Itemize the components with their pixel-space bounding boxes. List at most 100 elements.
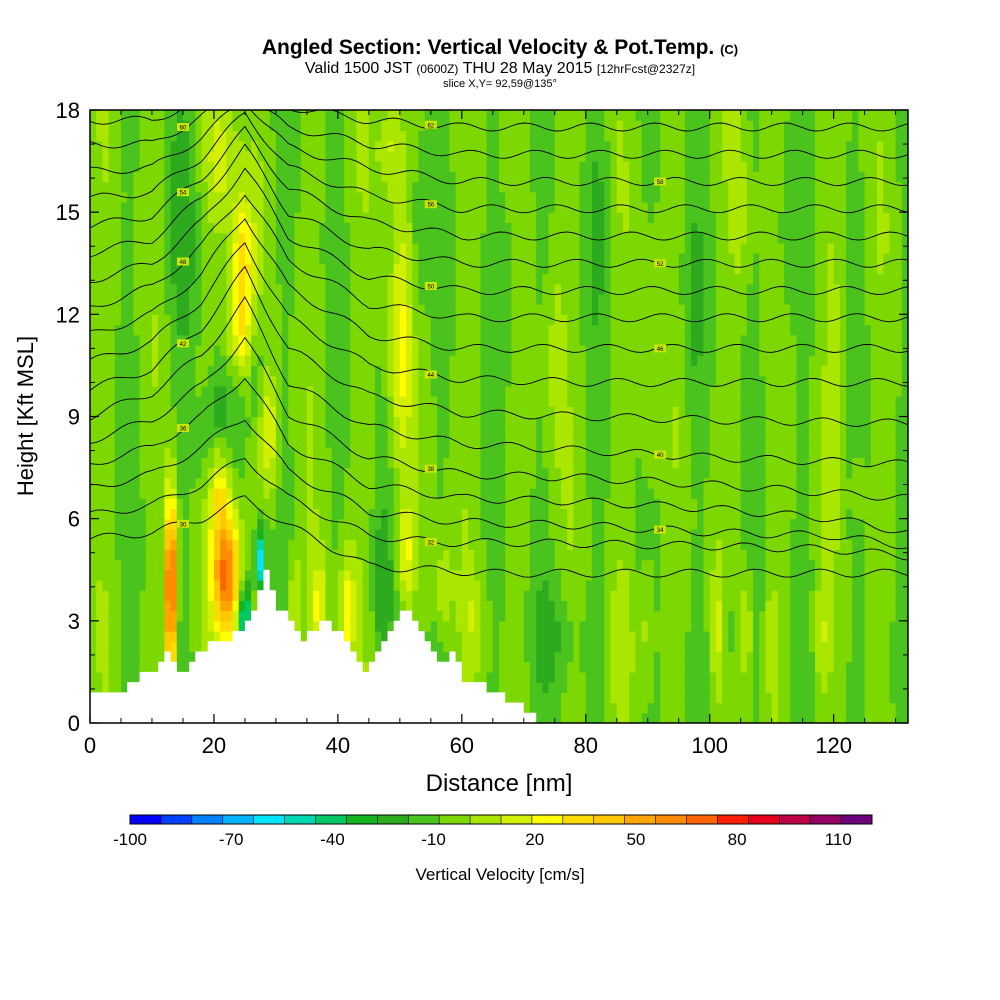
- velocity-cell: [120, 181, 128, 193]
- velocity-cell: [145, 549, 153, 561]
- velocity-cell: [399, 314, 407, 326]
- velocity-cell: [424, 579, 432, 591]
- velocity-cell: [127, 539, 134, 550]
- velocity-cell: [536, 365, 543, 377]
- velocity-cell: [164, 355, 172, 367]
- velocity-cell: [585, 528, 593, 540]
- velocity-cell: [505, 324, 512, 336]
- velocity-cell: [399, 559, 407, 571]
- velocity-cell: [139, 447, 147, 458]
- velocity-cell: [263, 293, 271, 305]
- velocity-cell: [567, 253, 574, 264]
- velocity-cell: [344, 457, 351, 469]
- velocity-cell: [133, 671, 141, 683]
- velocity-cell: [331, 508, 339, 520]
- velocity-cell: [151, 344, 159, 356]
- velocity-cell: [269, 242, 277, 254]
- velocity-cell: [145, 232, 153, 244]
- velocity-cell: [542, 334, 550, 346]
- velocity-cell: [288, 283, 296, 295]
- velocity-cell: [108, 385, 116, 397]
- velocity-cell: [244, 406, 252, 418]
- velocity-cell: [158, 304, 165, 315]
- velocity-cell: [424, 396, 432, 407]
- velocity-cell: [375, 600, 382, 612]
- velocity-cell: [195, 528, 203, 540]
- velocity-cell: [560, 130, 568, 142]
- velocity-cell: [486, 283, 494, 295]
- velocity-cell: [102, 518, 110, 530]
- velocity-cell: [585, 191, 593, 203]
- velocity-cell: [220, 355, 227, 367]
- velocity-cell: [275, 171, 283, 183]
- velocity-cell: [486, 273, 494, 285]
- velocity-cell: [474, 447, 482, 458]
- velocity-cell: [145, 222, 153, 234]
- velocity-cell: [257, 191, 265, 203]
- velocity-cell: [529, 498, 537, 510]
- velocity-cell: [523, 212, 531, 223]
- velocity-cell: [437, 579, 444, 591]
- velocity-cell: [560, 242, 568, 254]
- velocity-cell: [251, 273, 258, 285]
- velocity-cell: [523, 457, 531, 469]
- velocity-cell: [362, 396, 370, 407]
- velocity-cell: [207, 498, 215, 510]
- velocity-cell: [424, 559, 432, 571]
- velocity-cell: [244, 416, 252, 428]
- velocity-cell: [164, 242, 172, 254]
- velocity-cell: [275, 334, 283, 346]
- velocity-cell: [244, 283, 252, 295]
- velocity-cell: [158, 293, 165, 305]
- velocity-cell: [313, 140, 320, 152]
- velocity-cell: [542, 488, 550, 499]
- velocity-cell: [164, 539, 172, 550]
- velocity-cell: [319, 201, 327, 213]
- velocity-cell: [486, 600, 494, 612]
- velocity-cell: [542, 569, 550, 581]
- velocity-cell: [399, 201, 407, 213]
- velocity-cell: [275, 150, 283, 162]
- velocity-cell: [207, 222, 215, 234]
- velocity-cell: [598, 508, 605, 520]
- velocity-cell: [275, 355, 283, 367]
- velocity-cell: [232, 212, 240, 223]
- velocity-cell: [176, 488, 184, 499]
- velocity-cell: [127, 293, 134, 305]
- velocity-cell: [437, 273, 444, 285]
- velocity-cell: [412, 539, 420, 550]
- velocity-cell: [213, 140, 221, 152]
- velocity-cell: [579, 232, 587, 244]
- velocity-cell: [430, 304, 438, 315]
- velocity-cell: [567, 447, 574, 458]
- velocity-cell: [170, 232, 178, 244]
- velocity-cell: [492, 426, 500, 438]
- velocity-cell: [201, 457, 209, 469]
- velocity-cell: [120, 641, 128, 653]
- velocity-cell: [207, 416, 215, 428]
- velocity-cell: [90, 661, 97, 673]
- velocity-cell: [356, 273, 364, 285]
- velocity-cell: [213, 436, 221, 448]
- velocity-cell: [282, 334, 289, 346]
- velocity-cell: [108, 181, 116, 193]
- velocity-cell: [461, 314, 469, 326]
- velocity-cell: [294, 375, 302, 387]
- velocity-cell: [529, 293, 537, 305]
- velocity-cell: [238, 539, 246, 550]
- velocity-cell: [300, 600, 308, 612]
- velocity-cell: [300, 549, 308, 561]
- velocity-cell: [90, 651, 97, 663]
- velocity-cell: [182, 406, 190, 418]
- velocity-cell: [362, 201, 370, 213]
- velocity-cell: [492, 579, 500, 591]
- velocity-cell: [151, 304, 159, 315]
- velocity-cell: [263, 314, 271, 326]
- velocity-cell: [399, 140, 407, 152]
- velocity-cell: [474, 436, 482, 448]
- velocity-cell: [300, 212, 308, 223]
- velocity-cell: [300, 631, 308, 642]
- velocity-cell: [102, 610, 110, 622]
- velocity-cell: [536, 334, 543, 346]
- velocity-cell: [232, 528, 240, 540]
